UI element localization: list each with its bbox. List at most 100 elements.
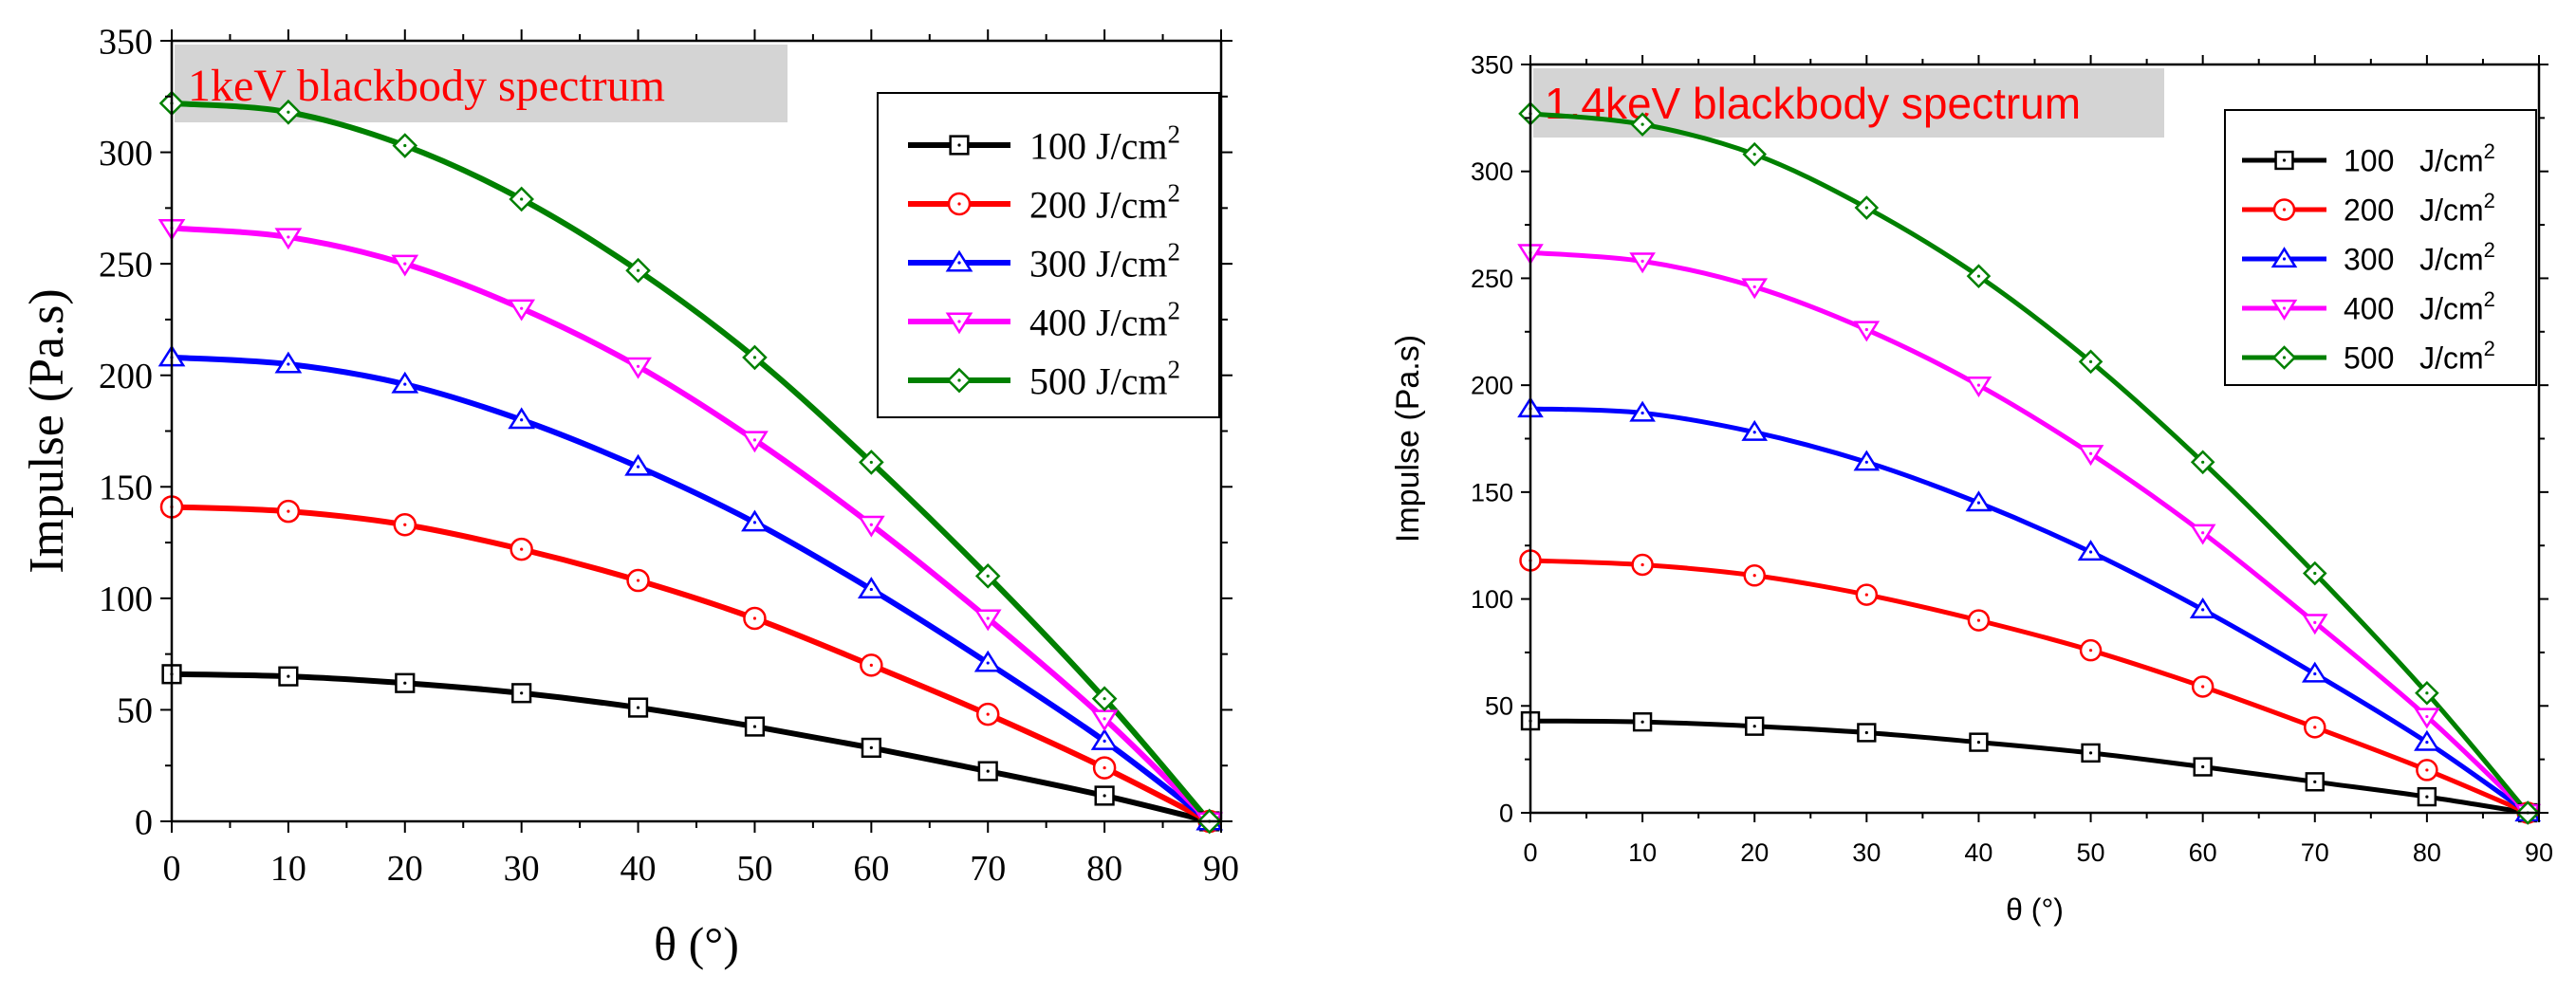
right-y-tick-label-4: 150 [1471,478,1513,506]
right-series-4-point-4-dot [1864,327,1868,332]
right-legend-label-5: 500 J/cm2 [2344,337,2495,375]
right-series-5-point-3-dot [1752,153,1756,156]
left-series-3-point-5-dot [636,465,640,469]
left-y-tick-label-7: 300 [99,134,153,174]
right-legend-label-3: 300 J/cm2 [2344,238,2495,276]
right-series-4-point-5-dot [1976,383,1981,387]
left-series-3-point-4-dot [520,418,524,422]
left-series-3-point-6-dot [752,521,757,524]
left-series-2-point-6-dot [752,616,757,620]
right-series-line-5 [1528,111,2530,816]
right-series-2-point-7-dot [2201,685,2205,689]
right-series-2-point-8-dot [2313,726,2317,729]
left-series-3-point-9-dot [1103,739,1106,743]
left-series-4-point-8-dot [986,616,990,620]
right-series-3-point-3-dot [1752,431,1756,434]
right-series-1-point-9-dot [2425,795,2429,799]
left-series-3-point-3-dot [403,382,407,386]
right-x-tick-label-4: 30 [1852,838,1881,867]
left-series-4-point-2-dot [287,235,290,239]
right-series-1-point-8-dot [2313,780,2317,783]
left-series-4-point-3-dot [403,262,407,266]
right-legend-label-3-sup: 2 [2484,238,2495,262]
right-legend-marker-1-dot [2282,158,2287,162]
left-x-tick-label-2: 10 [270,849,306,889]
left-series-2-point-7-dot [869,663,873,668]
left-legend-marker-5-dot [957,378,961,382]
right-series-2-point-2-dot [1640,562,1644,567]
right-legend-label-2: 200 J/cm2 [2344,189,2495,227]
right-y-tick-label-1: 0 [1499,799,1513,827]
right-x-tick-label-2: 10 [1628,838,1657,867]
left-series-5-point-2-dot [287,110,290,114]
left-y-tick-label-2: 50 [117,691,153,731]
left-series-5-point-3-dot [403,143,407,148]
right-legend-marker-5-dot [2282,356,2287,359]
left-x-tick-label-5: 40 [621,849,657,889]
left-series-1-point-9-dot [1103,794,1106,798]
left-legend-label-2-sup: 2 [1168,179,1181,208]
left-x-axis-label: θ (°) [654,917,739,970]
right-chart-title: 1.4keV blackbody spectrum [1545,79,2081,128]
left-series-2-point-2-dot [287,509,290,513]
right-series-1-point-3-dot [1752,725,1756,728]
right-x-tick-label-7: 60 [2189,838,2217,867]
left-series-5-point-9-dot [1103,697,1106,701]
right-series-line-3 [1528,406,2530,816]
left-series-1-point-7-dot [869,745,873,750]
right-series-1-point-7-dot [2201,764,2205,769]
left-chart-title: 1keV blackbody spectrum [188,61,665,111]
right-series-4-point-3-dot [1752,285,1756,289]
left-legend-label-4: 400 J/cm2 [1029,297,1180,344]
left-series-4-point-9-dot [1103,717,1106,721]
left-series-2-point-9-dot [1103,765,1106,770]
right-legend-marker-3-dot [2282,257,2287,261]
left-legend-marker-2-dot [957,202,961,206]
right-x-tick-label-10: 90 [2525,838,2553,867]
left-series-2-point-4-dot [520,547,524,551]
right-series-3-point-8-dot [2313,671,2317,676]
left-legend-label-3: 300 J/cm2 [1029,238,1180,285]
right-y-tick-label-5: 200 [1471,372,1513,400]
right-series-2-point-3-dot [1752,574,1756,578]
right-y-tick-label-8: 350 [1471,50,1513,79]
right-series-5-point-6-dot [2088,359,2093,363]
left-legend-label-1-sup: 2 [1168,120,1181,149]
right-series-5-point-4-dot [1864,206,1868,210]
right-series-2-point-6-dot [2088,649,2093,653]
right-series-1-point-6-dot [2088,751,2093,755]
left-series-3-point-2-dot [287,362,290,366]
left-series-line-4 [169,225,1213,824]
left-series-2-point-5-dot [636,579,640,582]
right-legend-label-1: 100 J/cm2 [2344,139,2495,177]
right-x-tick-label-6: 50 [2077,838,2105,867]
right-legend-label-1-sup: 2 [2484,139,2495,163]
left-series-3-point-7-dot [869,587,873,592]
left-legend-label-5: 500 J/cm2 [1029,356,1180,403]
right-series-line-4 [1528,249,2530,816]
left-legend-label-3-sup: 2 [1168,238,1181,267]
left-series-1-point-3-dot [403,681,407,685]
right-series-3-point-7-dot [2201,608,2205,612]
left-series-2-point-3-dot [403,523,407,526]
left-series-1-point-4-dot [520,691,524,695]
right-x-tick-label-9: 80 [2413,838,2441,867]
right-x-axis-label: θ (°) [2006,892,2064,927]
left-y-tick-label-4: 150 [99,469,153,508]
right-series-2-point-5-dot [1976,618,1981,622]
right-legend-marker-2-dot [2282,208,2287,211]
left-series-4-point-5-dot [636,364,640,368]
right-series-5-point-7-dot [2201,460,2205,464]
left-series-5-point-4-dot [520,197,524,201]
left-series-4-point-7-dot [869,523,873,526]
right-series-line-2 [1528,558,2530,816]
right-series-1-point-2-dot [1640,720,1644,724]
right-y-tick-label-6: 250 [1471,265,1513,293]
left-series-5-point-8-dot [986,574,990,578]
right-series-4-point-6-dot [2088,451,2093,455]
right-y-tick-label-7: 300 [1471,157,1513,186]
right-legend-label-4-sup: 2 [2484,287,2495,311]
left-series-1-point-2-dot [287,674,290,678]
